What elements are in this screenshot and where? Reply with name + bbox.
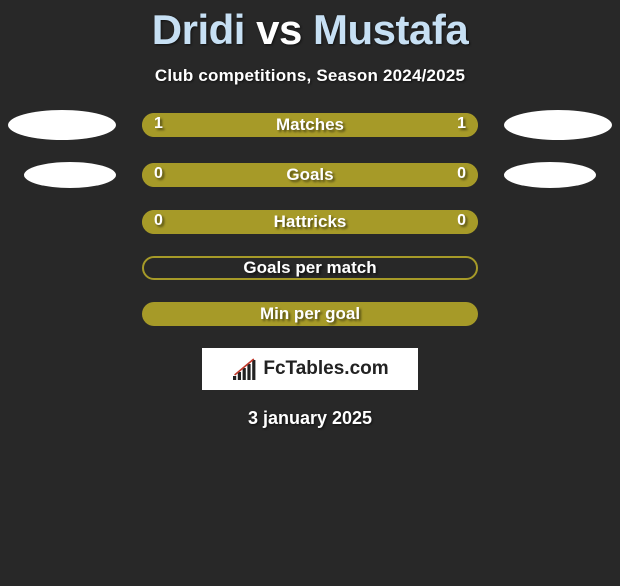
stat-row: Min per goal <box>0 302 620 326</box>
title-vs: vs <box>256 6 302 53</box>
date-text: 3 january 2025 <box>0 408 620 429</box>
stat-row: Goals per match <box>0 256 620 280</box>
stat-bar: 00Hattricks <box>142 210 478 234</box>
stat-row: 00Hattricks <box>0 210 620 234</box>
stat-label: Goals <box>142 165 478 185</box>
stat-label: Matches <box>142 115 478 135</box>
comparison-widget: Dridi vs Mustafa Club competitions, Seas… <box>0 6 620 429</box>
player2-marker <box>504 222 612 223</box>
player1-marker <box>8 314 116 315</box>
stat-bar: Goals per match <box>142 256 478 280</box>
subtitle: Club competitions, Season 2024/2025 <box>0 66 620 86</box>
player2-marker <box>504 110 612 140</box>
player1-marker <box>8 110 116 140</box>
player1-marker <box>8 222 116 223</box>
stat-rows: 11Matches 00Goals 00Hattricks Goals per mat… <box>0 110 620 326</box>
player1-marker <box>8 268 116 269</box>
player2-marker <box>504 268 612 269</box>
player2-marker <box>504 314 612 315</box>
player2-marker <box>504 162 596 188</box>
page-title: Dridi vs Mustafa <box>0 6 620 54</box>
stat-bar: 11Matches <box>142 113 478 137</box>
logo-text: FcTables.com <box>263 358 388 380</box>
stat-row: 11Matches <box>0 110 620 140</box>
stat-label: Min per goal <box>142 304 478 324</box>
player2-name: Mustafa <box>313 6 468 53</box>
stat-bar: Min per goal <box>142 302 478 326</box>
stat-label: Hattricks <box>142 212 478 232</box>
stat-row: 00Goals <box>0 162 620 188</box>
logo-chart-icon <box>231 358 257 380</box>
stat-label: Goals per match <box>144 258 476 278</box>
player1-name: Dridi <box>152 6 245 53</box>
logo-box: FcTables.com <box>202 348 418 390</box>
player1-marker <box>24 162 116 188</box>
stat-bar: 00Goals <box>142 163 478 187</box>
